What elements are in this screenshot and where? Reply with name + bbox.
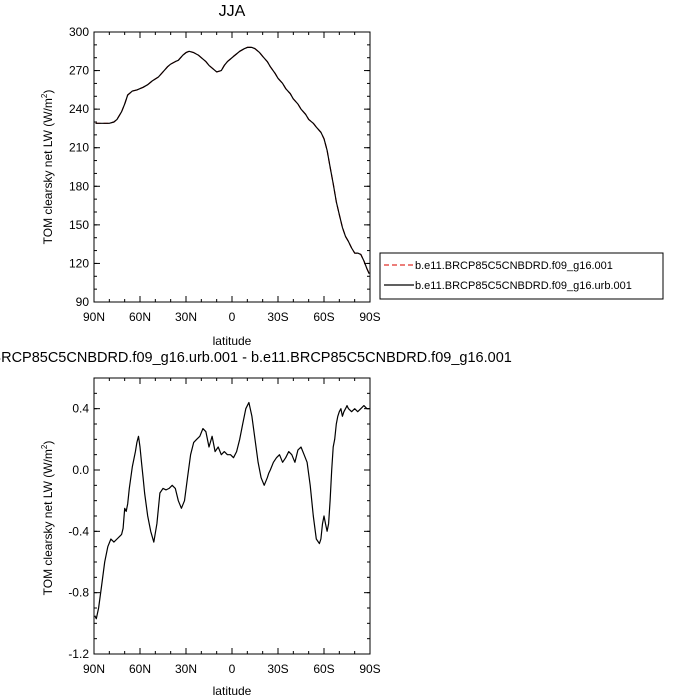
x-tick-label: 60N <box>129 662 151 676</box>
series-line-0 <box>95 46 370 274</box>
bottom-x-tick-labels: 90N 60N 30N 0 30S 60S 90S <box>83 662 381 676</box>
x-tick-label: 90N <box>83 662 105 676</box>
y-tick-label: 120 <box>69 256 89 270</box>
top-panel: JJA 90 120 150 180 210 240 270 300 90N 60N 30N 0 30… <box>40 3 381 348</box>
top-plot-frame <box>93 31 371 303</box>
series-line-0 <box>94 401 370 620</box>
top-x-tick-labels: 90N 60N 30N 0 30S 60S 90S <box>83 310 381 324</box>
x-tick-label: 90N <box>83 310 105 324</box>
legend-label-urban: b.e11.BRCP85C5CNBDRD.f09_g16.urb.001 <box>415 280 632 292</box>
bottom-series-lines <box>94 401 370 620</box>
top-chart-title: JJA <box>219 3 246 20</box>
x-tick-label: 60S <box>313 310 334 324</box>
x-tick-label: 30S <box>267 310 288 324</box>
y-tick-label: 0.0 <box>72 463 89 477</box>
series-line-0 <box>96 47 370 273</box>
x-tick-label: 0 <box>229 662 236 676</box>
top-x-axis-label: latitude <box>213 334 252 348</box>
y-tick-label: 210 <box>69 141 89 155</box>
top-series-lines <box>95 46 370 274</box>
x-tick-label: 90S <box>359 310 380 324</box>
legend-box <box>379 252 664 300</box>
x-tick-label: 30N <box>175 662 197 676</box>
x-tick-label: 30S <box>267 662 288 676</box>
y-tick-label: 240 <box>69 102 89 116</box>
top-y-tick-labels: 90 120 150 180 210 240 270 300 <box>69 25 89 309</box>
bottom-y-tick-labels: -1.2 -0.8 -0.4 0.0 0.4 <box>68 402 89 661</box>
x-tick-label: 60N <box>129 310 151 324</box>
y-tick-label: 150 <box>69 218 89 232</box>
series-line-1 <box>95 46 370 274</box>
y-tick-label: -0.8 <box>68 586 89 600</box>
bottom-panel: b.e11.BRCP85C5CNBDRD.f09_g16.urb.001 - b… <box>0 350 512 698</box>
bottom-ticks <box>93 377 371 655</box>
x-tick-label: 60S <box>313 662 334 676</box>
y-tick-label: 90 <box>76 295 90 309</box>
y-tick-label: 300 <box>69 25 89 39</box>
bottom-y-axis-label: TOM clearsky net LW (W/m2) <box>40 441 55 596</box>
bottom-y-axis-label-close: ) <box>41 441 55 445</box>
x-tick-label: 0 <box>229 310 236 324</box>
x-tick-label: 30N <box>175 310 197 324</box>
y-tick-label: 0.4 <box>72 402 89 416</box>
legend: b.e11.BRCP85C5CNBDRD.f09_g16.001 b.e11.B… <box>379 252 664 300</box>
y-tick-label: -1.2 <box>68 647 89 661</box>
y-tick-label: 270 <box>69 64 89 78</box>
top-y-axis-label-main: TOM clearsky net LW (W/m <box>41 98 55 244</box>
top-y-axis-label-close: ) <box>41 90 55 94</box>
bottom-chart-title: b.e11.BRCP85C5CNBDRD.f09_g16.urb.001 - b… <box>0 350 512 366</box>
bottom-y-axis-label-sup: 2 <box>40 444 49 449</box>
y-tick-label: 180 <box>69 179 89 193</box>
bottom-x-axis-label: latitude <box>213 684 252 698</box>
legend-label-control: b.e11.BRCP85C5CNBDRD.f09_g16.001 <box>415 260 613 272</box>
x-tick-label: 90S <box>359 662 380 676</box>
top-y-axis-label-sup: 2 <box>40 93 49 98</box>
y-tick-label: -0.4 <box>68 524 89 538</box>
top-y-axis-label: TOM clearsky net LW (W/m2) <box>40 90 55 245</box>
top-ticks <box>93 31 371 303</box>
bottom-y-axis-label-main: TOM clearsky net LW (W/m <box>41 449 55 595</box>
